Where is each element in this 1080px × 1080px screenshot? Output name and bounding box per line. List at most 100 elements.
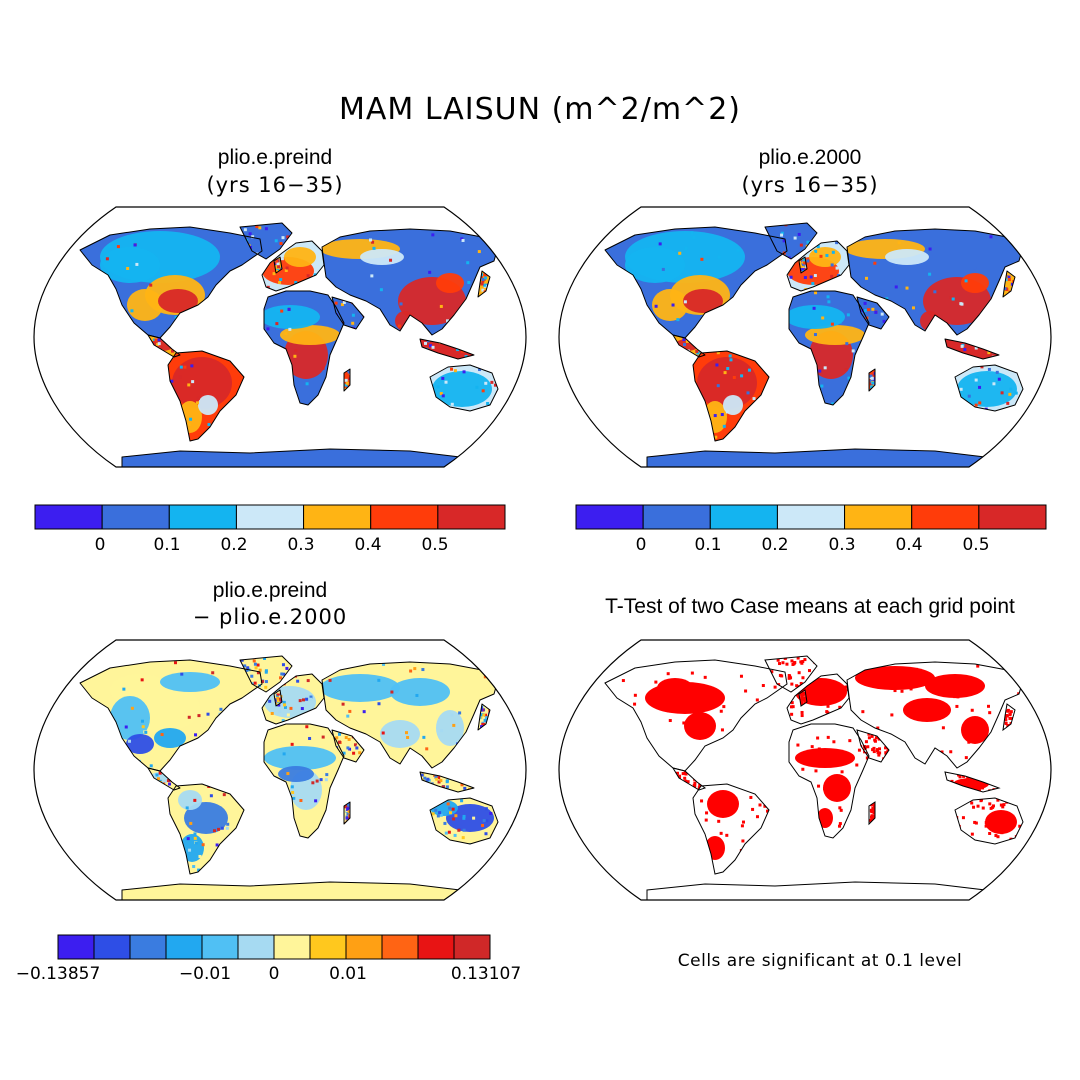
significant-cell bbox=[971, 786, 975, 790]
colorbar-swatch bbox=[417, 934, 455, 960]
grid-cell bbox=[981, 350, 985, 354]
significant-cell bbox=[725, 833, 729, 837]
significant-cell bbox=[700, 772, 704, 776]
significant-cell bbox=[675, 781, 679, 785]
grid-cell bbox=[482, 283, 486, 287]
grid-cell bbox=[206, 712, 210, 716]
grid-cell bbox=[450, 713, 454, 717]
significant-cell bbox=[820, 681, 824, 685]
significant-cell bbox=[988, 802, 992, 806]
significant-cell bbox=[719, 709, 723, 713]
grid-cell bbox=[344, 378, 348, 382]
grid-cell bbox=[173, 661, 177, 665]
coastline bbox=[1002, 270, 1016, 298]
grid-cell bbox=[488, 717, 490, 721]
grid-cell bbox=[849, 397, 853, 401]
grid-cell bbox=[762, 407, 766, 411]
significant-cell bbox=[977, 788, 981, 792]
grid-cell bbox=[349, 385, 350, 389]
grid-cell bbox=[745, 411, 749, 415]
grid-cell bbox=[846, 396, 850, 400]
grid-cell bbox=[835, 241, 839, 245]
grid-cell bbox=[258, 258, 262, 259]
grid-cell bbox=[382, 662, 386, 666]
significant-cell bbox=[1009, 710, 1013, 714]
grid-cell bbox=[193, 832, 197, 836]
significant-cell bbox=[699, 775, 703, 779]
grid-cell bbox=[696, 339, 700, 343]
grid-cell bbox=[324, 778, 328, 782]
grid-cell bbox=[126, 266, 130, 270]
significant-cell bbox=[621, 679, 625, 683]
field-region bbox=[683, 289, 723, 313]
grid-cell bbox=[258, 668, 262, 672]
grid-cell bbox=[276, 309, 280, 313]
significant-cell bbox=[796, 743, 800, 747]
coastline bbox=[798, 689, 808, 707]
grid-cell bbox=[507, 417, 511, 421]
grid-cell bbox=[280, 672, 284, 676]
significant-cell bbox=[996, 835, 1000, 839]
significant-cell bbox=[804, 699, 807, 703]
grid-cell bbox=[111, 296, 115, 300]
grid-cell bbox=[493, 383, 497, 387]
significant-cell bbox=[873, 802, 875, 806]
grid-cell bbox=[420, 773, 424, 777]
grid-cell bbox=[481, 300, 485, 304]
grid-cell bbox=[949, 296, 953, 300]
significant-cell bbox=[884, 746, 888, 750]
grid-cell bbox=[349, 819, 350, 823]
significant-cell bbox=[688, 770, 692, 774]
grid-cell bbox=[654, 304, 658, 308]
coastline bbox=[263, 723, 345, 839]
significant-cell bbox=[670, 682, 674, 686]
grid-cell bbox=[974, 403, 978, 407]
grid-cell bbox=[347, 803, 350, 807]
grid-cell bbox=[286, 235, 290, 239]
significant-cell bbox=[1033, 851, 1037, 854]
grid-cell bbox=[355, 746, 359, 750]
grid-cell bbox=[747, 368, 751, 372]
coastline bbox=[764, 655, 818, 693]
grid-cell bbox=[306, 679, 310, 683]
grid-cell bbox=[281, 236, 285, 240]
grid-cell bbox=[434, 786, 438, 790]
significant-cell bbox=[917, 705, 921, 709]
significant-cell bbox=[755, 841, 759, 845]
grid-cell bbox=[878, 297, 882, 301]
grid-cell bbox=[870, 385, 874, 389]
grid-cell bbox=[751, 300, 755, 304]
grid-cell bbox=[294, 831, 298, 835]
grid-cell bbox=[511, 853, 512, 854]
colorbar-label: 0.3 bbox=[287, 535, 315, 555]
grid-cell bbox=[389, 258, 393, 262]
coastline bbox=[856, 296, 890, 330]
grid-cell bbox=[428, 354, 432, 358]
significant-cell bbox=[801, 692, 805, 696]
significant-cell bbox=[873, 814, 875, 818]
grid-cell bbox=[1007, 275, 1011, 279]
grid-cell bbox=[415, 693, 419, 697]
grid-cell bbox=[439, 392, 443, 396]
grid-cell bbox=[485, 819, 489, 823]
significant-cell bbox=[1008, 712, 1012, 716]
significant-cell bbox=[967, 740, 971, 744]
grid-cell bbox=[105, 744, 109, 748]
coastline bbox=[273, 256, 283, 274]
grid-cell bbox=[157, 342, 161, 346]
grid-cell bbox=[344, 383, 348, 387]
grid-cell bbox=[246, 666, 250, 670]
significant-cell bbox=[808, 669, 812, 673]
grid-cell bbox=[165, 770, 169, 774]
grid-cell bbox=[489, 811, 493, 815]
significant-cell bbox=[885, 674, 889, 678]
coastline bbox=[331, 729, 365, 763]
grid-cell bbox=[105, 257, 109, 261]
grid-cell bbox=[284, 675, 288, 679]
grid-cell bbox=[155, 773, 159, 777]
significant-cell bbox=[840, 684, 844, 688]
significant-cell bbox=[720, 802, 724, 806]
grid-cell bbox=[671, 303, 675, 307]
significant-cell bbox=[1011, 814, 1015, 818]
grid-cell bbox=[320, 702, 324, 706]
